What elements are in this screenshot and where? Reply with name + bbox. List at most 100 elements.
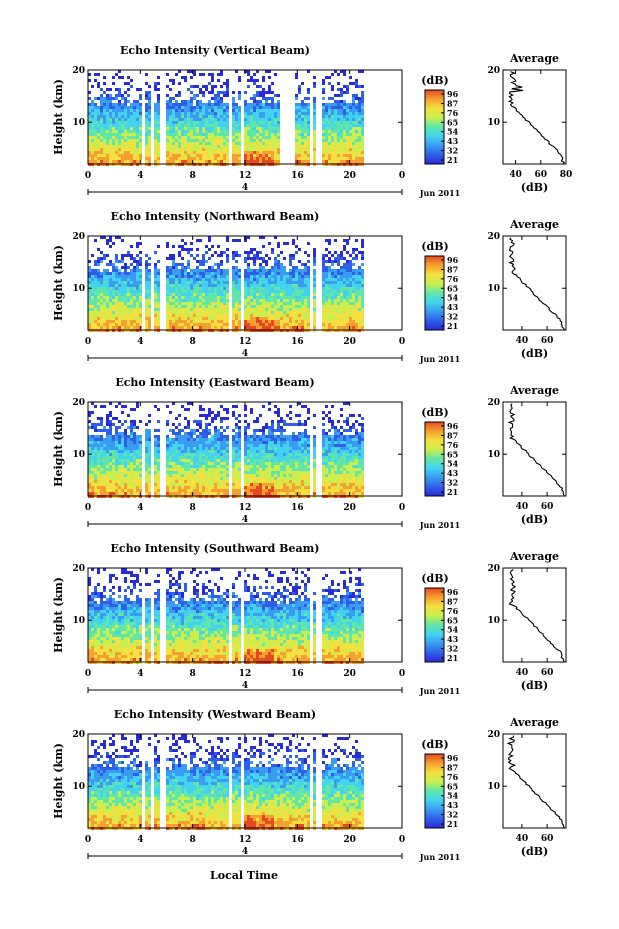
colorbar-tick-label: 21 [447, 819, 458, 829]
x-tick-label: 20 [343, 835, 356, 845]
colorbar-tick-label: 96 [447, 89, 459, 99]
date-marker-day: 4 [242, 515, 248, 525]
colorbar-tick-label: 43 [447, 634, 459, 644]
x-tick-label: 20 [343, 503, 356, 513]
colorbar-tick-label: 54 [447, 459, 459, 469]
colorbar [424, 587, 445, 663]
colorbar-tick-label: 32 [447, 810, 458, 820]
avg-x-tick-label: 60 [541, 668, 554, 678]
date-marker-month: Jun 2011 [419, 354, 460, 364]
colorbar [424, 421, 445, 497]
panel-5: Echo Intensity (Westward Beam) 0 4 8 12 16 20 0… [52, 708, 567, 862]
colorbar-tick-label: 96 [447, 421, 459, 431]
heatmap-field [88, 734, 364, 830]
x-tick-label: 16 [291, 669, 304, 679]
average-profile-line [506, 735, 566, 829]
x-tick-label: 8 [190, 669, 196, 679]
average-title: Average [509, 52, 559, 65]
colorbar-tick-label: 21 [447, 653, 458, 663]
y-axis-title: Height (km) [52, 411, 65, 487]
colorbar-unit: (dB) [421, 240, 448, 253]
colorbar-tick-label: 65 [447, 781, 458, 791]
avg-y-tick-label: 10 [487, 782, 500, 792]
panel-4: Echo Intensity (Southward Beam) 0 4 8 12 16 20… [52, 542, 567, 696]
x-tick-label: 12 [239, 669, 252, 679]
y-tick-label: 10 [72, 118, 85, 128]
x-tick-label: 16 [291, 337, 304, 347]
avg-y-tick-label: 10 [487, 616, 500, 626]
y-axis-title: Height (km) [52, 245, 65, 321]
average-profile-line [508, 237, 565, 331]
chart-title: Echo Intensity (Southward Beam) [111, 542, 320, 555]
colorbar-unit: (dB) [421, 572, 448, 585]
colorbar-tick-label: 21 [447, 321, 458, 331]
x-tick-label: 20 [343, 171, 356, 181]
colorbar-tick-label: 54 [447, 293, 459, 303]
colorbar-tick-label: 32 [447, 312, 458, 322]
x-tick-label: 20 [343, 669, 356, 679]
chart-title: Echo Intensity (Northward Beam) [111, 210, 320, 223]
colorbar-tick-label: 87 [447, 596, 458, 606]
date-marker-day: 4 [242, 183, 248, 193]
heatmap-field [88, 236, 364, 332]
colorbar-tick-label: 87 [447, 430, 458, 440]
x-tick-label: 0 [399, 835, 405, 845]
avg-y-tick-label: 20 [487, 232, 500, 242]
colorbar-tick-label: 65 [447, 449, 458, 459]
avg-x-tick-label: 40 [516, 668, 529, 678]
avg-y-tick-label: 20 [487, 730, 500, 740]
avg-x-title: (dB) [521, 679, 548, 692]
y-tick-label: 20 [72, 398, 85, 408]
panel-3: Echo Intensity (Eastward Beam) 0 4 8 12 16 20 0… [52, 376, 567, 530]
colorbar-unit: (dB) [421, 406, 448, 419]
date-marker-month: Jun 2011 [419, 188, 460, 198]
date-marker-month: Jun 2011 [419, 520, 460, 530]
x-tick-label: 8 [190, 171, 196, 181]
y-tick-label: 10 [72, 616, 85, 626]
avg-x-title: (dB) [521, 845, 548, 858]
colorbar-tick-label: 76 [447, 274, 459, 284]
avg-x-title: (dB) [521, 513, 548, 526]
avg-x-tick-label: 40 [509, 170, 522, 180]
colorbar-tick-label: 76 [447, 108, 459, 118]
colorbar-tick-label: 21 [447, 487, 458, 497]
x-tick-label: 0 [85, 835, 91, 845]
average-profile-line [508, 569, 565, 663]
colorbar-tick-label: 43 [447, 468, 459, 478]
x-tick-label: 4 [137, 835, 143, 845]
average-frame [502, 567, 567, 663]
colorbar-unit: (dB) [421, 738, 448, 751]
x-tick-label: 12 [239, 337, 252, 347]
colorbar-tick-label: 76 [447, 606, 459, 616]
x-tick-label: 8 [190, 503, 196, 513]
colorbar-tick-label: 32 [447, 644, 458, 654]
colorbar-tick-label: 65 [447, 117, 458, 127]
y-tick-label: 10 [72, 450, 85, 460]
colorbar-tick-label: 76 [447, 440, 459, 450]
colorbar-tick-label: 21 [447, 155, 458, 165]
average-title: Average [509, 384, 559, 397]
x-tick-label: 8 [190, 835, 196, 845]
x-tick-label: 0 [85, 503, 91, 513]
avg-x-tick-label: 60 [535, 170, 548, 180]
colorbar-tick-label: 65 [447, 615, 458, 625]
date-marker-month: Jun 2011 [419, 686, 460, 696]
average-title: Average [509, 716, 559, 729]
colorbar [424, 255, 445, 331]
colorbar-tick-label: 54 [447, 625, 459, 635]
x-tick-label: 4 [137, 337, 143, 347]
colorbar-tick-label: 54 [447, 791, 459, 801]
date-marker-day: 4 [242, 847, 248, 857]
average-profile-line [508, 71, 565, 165]
x-tick-label: 4 [137, 171, 143, 181]
x-tick-label: 12 [239, 835, 252, 845]
heatmap-field [88, 70, 364, 166]
x-tick-label: 16 [291, 835, 304, 845]
chart-title: Echo Intensity (Vertical Beam) [120, 44, 310, 57]
colorbar-tick-label: 43 [447, 302, 459, 312]
avg-x-tick-label: 60 [541, 834, 554, 844]
avg-x-title: (dB) [521, 347, 548, 360]
avg-x-title: (dB) [521, 181, 548, 194]
avg-x-tick-label: 60 [541, 502, 554, 512]
